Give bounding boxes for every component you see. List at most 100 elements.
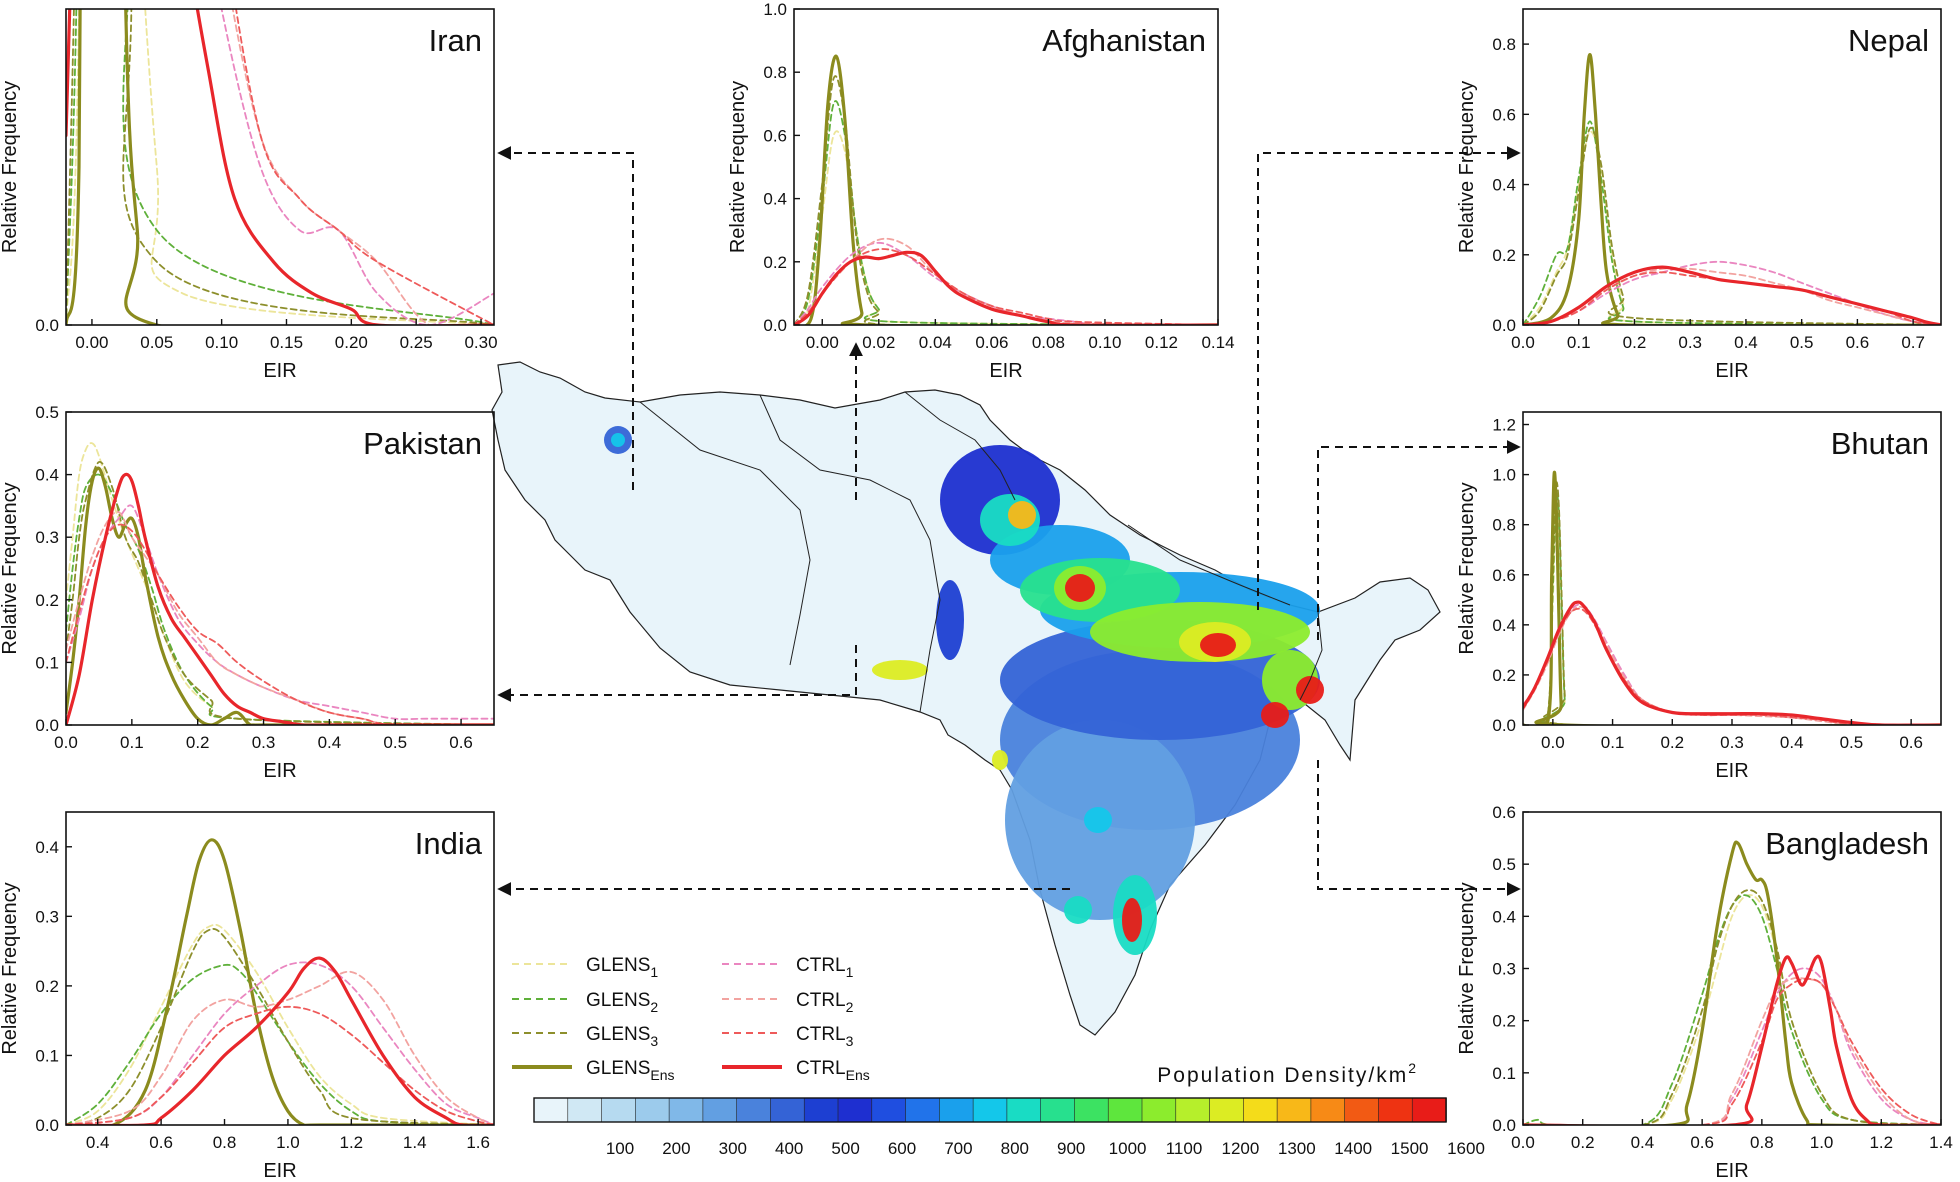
colorbar-swatch xyxy=(1107,1097,1143,1123)
y-axis-label: Relative Frequency xyxy=(0,81,21,253)
colorbar-swatch xyxy=(871,1097,907,1123)
series-glensEns xyxy=(1523,840,1941,1125)
x-tick-label: 0.6 xyxy=(1690,1133,1714,1152)
series-glens2 xyxy=(66,963,494,1125)
colorbar-swatch xyxy=(837,1097,873,1123)
series-ctrl1 xyxy=(66,961,494,1125)
series-ctrl1 xyxy=(66,9,494,325)
plot-frame xyxy=(65,811,495,1126)
legend-label-sub: 2 xyxy=(650,999,658,1015)
panel-iran: 0.000.050.100.150.200.250.300.00.20.40.6… xyxy=(0,8,498,382)
colorbar-swatch xyxy=(668,1097,704,1123)
series-glens2 xyxy=(1523,894,1941,1125)
panel-bangladesh: 0.0 0.2 0.4 0.6 0.8 1.0 1.2 1.4 0.0 0.1 0.2 0.3 0.4 0… xyxy=(1456,803,1953,1182)
legend-label-sub: Ens xyxy=(846,1067,870,1083)
x-tick-label: 0.06 xyxy=(975,333,1008,352)
x-tick-label: 0.4 xyxy=(86,1133,110,1152)
colorbar-tick-label: 300 xyxy=(719,1139,747,1158)
population-colorbar: Population Density/km2 100 200 300 400 500 60… xyxy=(533,1060,1485,1158)
series-ctrl3 xyxy=(1523,607,1941,725)
x-tick-label: 0.0 xyxy=(1511,1133,1535,1152)
y-tick-label: 0.1 xyxy=(35,1046,59,1065)
series-glens1 xyxy=(66,923,494,1125)
series-ctrl2 xyxy=(66,970,494,1125)
series-glensEns xyxy=(1523,53,1941,325)
x-tick-label: 0.3 xyxy=(1720,733,1744,752)
panel-nepal: 0.0 0.1 0.2 0.3 0.4 0.5 0.6 0.7 0.0 0.2 0.4 0.6 0.8 E… xyxy=(1456,8,1942,382)
x-tick-label: 0.0 xyxy=(1511,333,1535,352)
y-tick-label: 0.4 xyxy=(1492,176,1516,195)
legend-label-base: CTRL xyxy=(796,1058,846,1079)
x-tick-label: 0.4 xyxy=(1780,733,1804,752)
x-tick-label: 0.4 xyxy=(1734,333,1758,352)
y-tick-label: 0.1 xyxy=(1492,1064,1516,1083)
colorbar-tick-label: 1500 xyxy=(1391,1139,1429,1158)
y-tick-label: 0.0 xyxy=(35,1116,59,1135)
x-tick-label: 1.6 xyxy=(466,1133,490,1152)
legend-label-sub: 3 xyxy=(650,1033,658,1049)
x-tick-label: 0.08 xyxy=(1032,333,1065,352)
series-glens3 xyxy=(66,461,494,725)
colorbar-tick-label: 700 xyxy=(944,1139,972,1158)
panel-afghanistan: 0.00 0.02 0.04 0.06 0.08 0.10 0.12 0.14 0.0 0.2 0.… xyxy=(727,0,1235,382)
legend-label: CTRL2 xyxy=(796,990,854,1015)
legend-item-glens2: GLENS2 xyxy=(512,990,658,1015)
x-tick-label: 1.0 xyxy=(276,1133,300,1152)
colorbar-title-sup: 2 xyxy=(1408,1060,1418,1076)
density-blob xyxy=(1064,896,1092,924)
y-tick-label: 0.8 xyxy=(763,63,787,82)
density-blob xyxy=(1084,807,1112,833)
series-glens3 xyxy=(794,75,1218,325)
legend-label-base: CTRL xyxy=(796,990,846,1011)
y-axis-label: Relative Frequency xyxy=(0,482,21,654)
x-tick-label: 0.25 xyxy=(400,333,433,352)
colorbar-tick-label: 500 xyxy=(831,1139,859,1158)
legend-label: GLENS1 xyxy=(586,955,658,980)
x-tick-label: 0.2 xyxy=(1623,333,1647,352)
y-tick-label: 0.2 xyxy=(1492,1012,1516,1031)
x-tick-label: 0.3 xyxy=(1678,333,1702,352)
series-ctrl3 xyxy=(66,9,494,325)
colorbar-tick-label: 1000 xyxy=(1109,1139,1147,1158)
x-tick-label: 1.4 xyxy=(1929,1133,1953,1152)
legend-label-base: GLENS xyxy=(586,955,650,976)
colorbar-swatch xyxy=(939,1097,974,1123)
colorbar-tick-label: 1600 xyxy=(1447,1139,1485,1158)
x-tick-label: 0.00 xyxy=(806,333,839,352)
panel-title: Nepal xyxy=(1848,23,1929,58)
series-ctrlEns xyxy=(66,9,494,325)
x-axis-label: EIR xyxy=(263,760,296,782)
y-tick-label: 0.2 xyxy=(1492,246,1516,265)
series-group xyxy=(1523,53,1941,325)
series-group xyxy=(1523,470,1941,725)
colorbar-swatch xyxy=(1344,1097,1380,1123)
series-glens2 xyxy=(66,473,494,725)
x-tick-label: 1.2 xyxy=(340,1133,364,1152)
series-glens3 xyxy=(66,928,494,1125)
colorbar-swatch xyxy=(1006,1097,1042,1123)
density-blob xyxy=(611,433,625,447)
density-blob xyxy=(936,580,964,660)
series-ctrl1 xyxy=(1523,603,1941,725)
x-tick-label: 0.30 xyxy=(464,333,497,352)
y-tick-label: 0.4 xyxy=(763,190,787,209)
connector-arrows xyxy=(497,146,1521,896)
series-group xyxy=(1523,840,1941,1125)
colorbar-swatch xyxy=(1141,1097,1177,1123)
x-axis-label: EIR xyxy=(263,1160,296,1182)
country-border xyxy=(759,394,941,713)
x-tick-label: 0.1 xyxy=(1567,333,1591,352)
colorbar-swatch xyxy=(533,1097,569,1123)
series-glens1 xyxy=(1523,505,1941,725)
series-ctrl1 xyxy=(66,504,494,721)
legend-label-sub: 1 xyxy=(846,964,854,980)
series-ctrl2 xyxy=(66,510,494,725)
y-tick-label: 1.0 xyxy=(1492,466,1516,485)
series-glens1 xyxy=(66,442,494,725)
country-border xyxy=(1127,524,1291,606)
x-tick-label: 0.6 xyxy=(149,1133,173,1152)
colorbar-swatch xyxy=(1310,1097,1346,1123)
y-tick-label: 0.6 xyxy=(1492,566,1516,585)
y-tick-label: 0.4 xyxy=(1492,616,1516,635)
legend-label-sub: Ens xyxy=(650,1067,674,1083)
